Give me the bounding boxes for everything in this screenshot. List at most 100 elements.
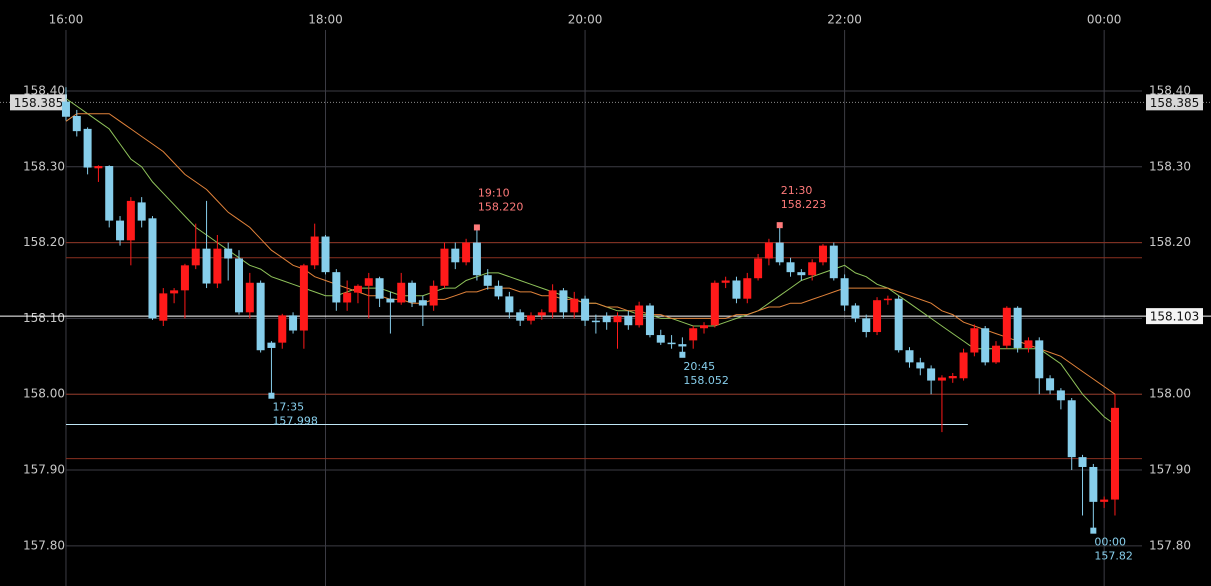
candle-body — [829, 245, 838, 279]
y-tick-label: 157.80 — [23, 538, 65, 552]
candle-body — [202, 248, 211, 284]
candle-body — [602, 316, 611, 323]
candle-body — [970, 328, 979, 353]
y-tick-label: 157.90 — [1149, 463, 1191, 477]
candle-body — [894, 298, 903, 351]
annotation-price: 158.220 — [478, 200, 523, 213]
candle-body — [537, 312, 546, 316]
annotation-time: 21:30 — [781, 184, 813, 197]
candle-body — [245, 282, 254, 313]
moving-average — [65, 98, 1116, 425]
candle-body — [786, 262, 795, 273]
candle-body — [83, 128, 92, 168]
y-tick-label: 158.20 — [23, 235, 65, 249]
candle-body — [148, 218, 157, 319]
candle-body — [721, 280, 730, 283]
candle-body — [159, 293, 168, 321]
y-tick-label: 158.30 — [23, 159, 65, 173]
y-tick-label: 158.40 — [23, 83, 65, 97]
annotation-time: 19:10 — [478, 186, 510, 199]
y-tick-label: 158.00 — [1149, 387, 1191, 401]
price-label-box — [10, 94, 67, 111]
candle-body — [310, 236, 319, 266]
candle-body — [1089, 466, 1098, 502]
x-tick-label: 22:00 — [827, 13, 862, 27]
candle-body — [700, 325, 709, 329]
candle-body — [397, 282, 406, 303]
candle-body — [873, 300, 882, 333]
candle-body — [1013, 307, 1022, 348]
annotation-price: 157.998 — [272, 415, 318, 428]
candle-body — [267, 342, 276, 348]
candle-body — [905, 350, 914, 363]
candle-body — [645, 305, 654, 336]
candle-body — [386, 298, 395, 303]
candle-body — [775, 242, 784, 263]
candle-body — [764, 242, 773, 259]
candle-body — [581, 298, 590, 321]
extreme-marker — [776, 222, 783, 229]
annotation-price: 158.223 — [781, 198, 827, 211]
candle-body — [635, 305, 644, 326]
x-tick-label: 16:00 — [49, 13, 84, 27]
candle-body — [213, 248, 222, 284]
candle-body — [656, 335, 665, 343]
y-tick-label: 157.90 — [23, 463, 65, 477]
x-tick-label: 20:00 — [568, 13, 603, 27]
candle-body — [862, 318, 871, 333]
candle-body — [505, 296, 514, 313]
candle-body — [1110, 407, 1119, 500]
candle-body — [278, 315, 287, 343]
y-tick-label: 158.00 — [23, 387, 65, 401]
candle-body — [343, 292, 352, 303]
candle-body — [808, 262, 817, 276]
candle-body — [440, 248, 449, 286]
price-label: 158.103 — [1150, 310, 1200, 324]
y-tick-label: 158.20 — [1149, 235, 1191, 249]
candle-body — [678, 344, 687, 347]
extreme-marker — [473, 224, 480, 231]
y-tick-label: 158.40 — [1149, 83, 1191, 97]
candle-body — [462, 242, 471, 263]
candle-body — [61, 101, 70, 117]
candle-body — [937, 377, 946, 381]
candle-body — [234, 258, 243, 313]
y-tick-label: 157.80 — [1149, 538, 1191, 552]
candle-body — [851, 305, 860, 319]
candle-body — [710, 282, 719, 326]
candle-body — [981, 328, 990, 363]
candle-body — [689, 328, 698, 341]
candle-body — [840, 278, 849, 306]
annotation-price: 158.052 — [683, 374, 729, 387]
annotation-time: 17:35 — [272, 401, 304, 414]
candle-body — [732, 280, 741, 299]
candle-body — [321, 236, 330, 273]
candle-body — [667, 342, 676, 345]
candle-body — [375, 278, 384, 299]
extreme-marker — [268, 392, 275, 399]
candle-body — [483, 275, 492, 286]
candle-body — [948, 376, 957, 379]
candle-body — [548, 290, 557, 313]
candle-body — [1100, 499, 1109, 502]
candle-body — [116, 220, 125, 241]
extreme-marker — [1090, 527, 1097, 534]
candle-body — [94, 166, 103, 169]
candle-body — [472, 242, 481, 276]
candle-body — [299, 265, 308, 331]
candle-body — [72, 115, 81, 132]
candle-body — [1002, 307, 1011, 346]
candle-body — [516, 312, 525, 321]
candle-body — [624, 316, 633, 326]
candle-body — [992, 345, 1001, 363]
candle-body — [408, 282, 417, 303]
candle-body — [105, 166, 114, 221]
annotation-price: 157.82 — [1094, 550, 1133, 563]
candle-body — [743, 278, 752, 299]
candle-body — [1024, 340, 1033, 348]
price-label: 158.385 — [1150, 96, 1200, 110]
candle-body — [137, 202, 146, 221]
candle-body — [559, 290, 568, 313]
x-tick-label: 18:00 — [308, 13, 343, 27]
